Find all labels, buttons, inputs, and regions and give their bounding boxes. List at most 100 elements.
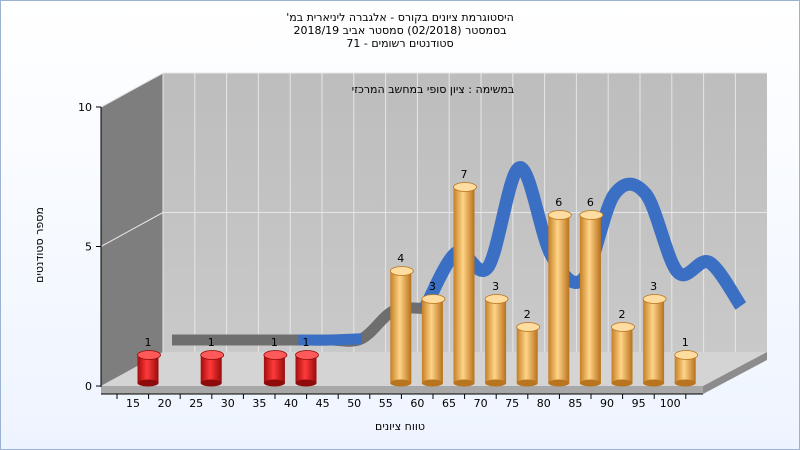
bar-25 <box>200 350 225 387</box>
x-tick-label: 30 <box>221 397 235 410</box>
bar-bottom-cap <box>516 379 538 387</box>
y-tick-label: 0 <box>85 380 92 393</box>
bar-40 <box>295 350 319 387</box>
bar-value-label: 1 <box>303 336 310 349</box>
bar-value-label: 2 <box>619 308 626 321</box>
bar-bottom-cap <box>611 379 633 387</box>
floor-front-edge <box>101 386 703 394</box>
bar-value-label: 1 <box>271 336 278 349</box>
x-tick-label: 65 <box>442 397 456 410</box>
bar-bottom-cap <box>421 379 443 387</box>
bar-80 <box>547 210 572 387</box>
x-tick-label: 80 <box>537 397 551 410</box>
bar-value-labels: 1 1 1 1 4 3 7 3 2 6 6 2 3 1 <box>145 168 689 349</box>
gridline-side <box>100 212 164 247</box>
bar-top-cap <box>674 350 699 360</box>
bar-top-cap <box>263 350 288 360</box>
bar-95 <box>642 294 667 387</box>
x-tick-label: 90 <box>600 397 614 410</box>
bar-body <box>643 299 665 383</box>
bar-100 <box>674 350 699 387</box>
x-tick-label: 45 <box>316 397 330 410</box>
bar-value-label: 1 <box>208 336 215 349</box>
bar-bottom-cap <box>548 379 570 387</box>
curve-blue-start <box>298 333 362 346</box>
bar-bottom-cap <box>137 379 159 387</box>
bar-body <box>137 355 159 383</box>
bar-bottom-cap <box>295 379 317 387</box>
bar-value-label: 6 <box>555 196 562 209</box>
bar-15 <box>137 350 161 387</box>
bar-body <box>453 187 475 383</box>
x-tick-label: 70 <box>474 397 488 410</box>
bar-body <box>200 355 222 383</box>
bar-body <box>390 271 412 383</box>
chart-title-line-1: היסטוגרמת ציונים בקורס - אלגברה ליניארית… <box>286 11 514 24</box>
bar-value-label: 4 <box>397 252 404 265</box>
bar-top-cap <box>579 210 604 220</box>
bar-55 <box>389 266 414 387</box>
bar-body <box>516 327 538 383</box>
bar-body <box>579 215 601 383</box>
bar-70 <box>484 294 509 387</box>
bar-value-label: 7 <box>461 168 468 181</box>
bar-bottom-cap <box>579 379 601 387</box>
bar-bottom-cap <box>200 379 222 387</box>
x-tick-label: 60 <box>410 397 424 410</box>
bar-body <box>263 355 285 383</box>
bar-35 <box>263 350 288 387</box>
bar-body <box>295 355 317 383</box>
bar-bottom-cap <box>453 379 475 387</box>
bar-75 <box>516 322 541 387</box>
x-tick-label: 25 <box>189 397 203 410</box>
bars-group <box>137 182 699 387</box>
bar-60 <box>421 294 446 387</box>
x-tick-label: 100 <box>660 397 681 410</box>
bar-top-cap <box>484 294 509 304</box>
floor-right-edge <box>703 352 767 394</box>
bar-bottom-cap <box>674 379 696 387</box>
x-ticks: 15 20 25 30 35 40 45 50 55 60 65 70 75 80 85 90 95 100 <box>116 394 687 410</box>
chart-title-line-2: בסמסטר (02/2018) סמסטר אביב 2018/19 <box>293 24 507 37</box>
x-tick-label: 20 <box>158 397 172 410</box>
bar-top-cap <box>137 350 161 360</box>
bar-top-cap <box>453 182 477 192</box>
chart-title-line-3: סטודנטים רשומים - 71 <box>346 37 454 50</box>
y-tick-label: 5 <box>85 241 92 254</box>
bar-85 <box>579 210 604 387</box>
bar-value-label: 3 <box>492 280 499 293</box>
y-tick-label: 10 <box>78 101 92 114</box>
bar-top-cap <box>547 210 572 220</box>
x-tick-label: 50 <box>347 397 361 410</box>
distribution-curves <box>172 161 747 347</box>
x-tick-label: 75 <box>505 397 519 410</box>
bar-top-cap <box>642 294 667 304</box>
x-tick-label: 15 <box>126 397 140 410</box>
plot-inner-title: במשימה : ציון סופי במחשב המרכזי <box>352 83 515 96</box>
bar-value-label: 6 <box>587 196 594 209</box>
x-tick-label: 55 <box>379 397 393 410</box>
bar-top-cap <box>295 350 319 360</box>
x-tick-label: 35 <box>252 397 266 410</box>
bar-body <box>485 299 507 383</box>
bar-bottom-cap <box>263 379 285 387</box>
bar-body <box>421 299 443 383</box>
y-ticks: 0 5 10 <box>78 101 101 393</box>
y-axis-label: מספר סטודנטים <box>33 207 46 283</box>
bar-value-label: 3 <box>429 280 436 293</box>
bar-body <box>611 327 633 383</box>
bar-value-label: 1 <box>682 336 689 349</box>
bar-value-label: 3 <box>650 280 657 293</box>
bar-top-cap <box>611 322 635 332</box>
bar-90 <box>611 322 635 387</box>
bar-value-label: 1 <box>145 336 152 349</box>
bar-top-cap <box>421 294 446 304</box>
bar-bottom-cap <box>643 379 665 387</box>
bar-value-label: 2 <box>524 308 531 321</box>
bar-top-cap <box>516 322 541 332</box>
bar-top-cap <box>200 350 225 360</box>
gridline-side <box>100 72 164 108</box>
bar-body <box>674 355 696 383</box>
x-tick-label: 95 <box>632 397 646 410</box>
